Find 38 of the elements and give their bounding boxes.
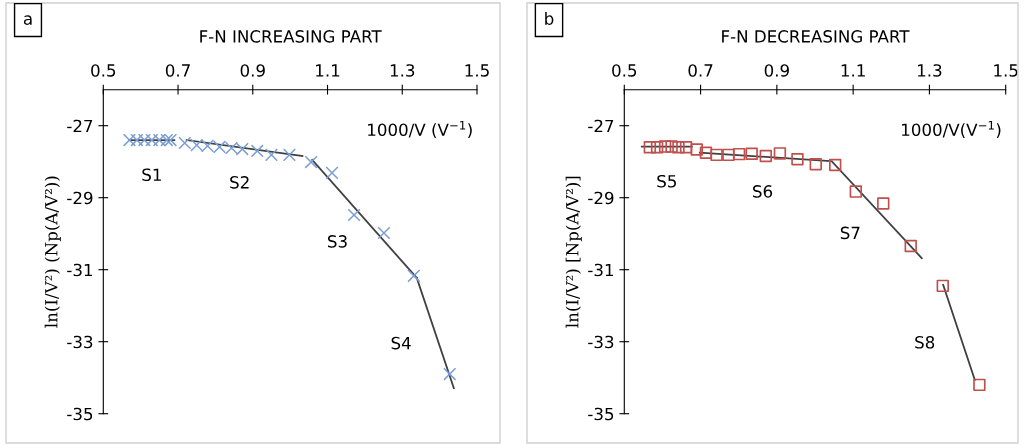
series-label: S6 (753, 185, 773, 198)
series-label: S4 (391, 336, 411, 350)
series-label: S8 (915, 335, 935, 349)
y-tick-label: -27 (588, 119, 614, 133)
y-tick-label: -29 (67, 191, 93, 205)
x-tick-label: 1.1 (841, 64, 865, 77)
y-axis-title: ln(I/V²) [Np(A/V²)] (565, 176, 582, 328)
x-tick-label: 0.9 (240, 64, 265, 77)
y-tick-label: -35 (67, 407, 93, 421)
series-label: S2 (230, 176, 249, 189)
series-label: S1 (142, 168, 161, 182)
y-tick-label: -27 (67, 119, 93, 133)
x-tick-label: 1.1 (316, 64, 340, 77)
x-tick-label: 1.5 (994, 64, 1018, 77)
series-label: S3 (328, 235, 347, 248)
x-tick-label: 0.5 (91, 64, 116, 77)
x-axis-title: 1000/V (V$^{−1}$) (368, 120, 472, 139)
chart-title: F-N INCREASING PART (200, 30, 382, 43)
y-axis-title: ln(I/V²) (Np(A/V²)) (44, 176, 61, 328)
text: a (23, 15, 32, 25)
x-tick-label: 1.5 (465, 64, 489, 77)
y-tick-label: -35 (588, 407, 614, 421)
y-tick-label: -33 (588, 335, 614, 349)
series-label: S5 (657, 174, 676, 188)
x-tick-label: 1.3 (390, 64, 415, 77)
x-tick-label: 0.7 (688, 64, 713, 77)
y-tick-label: -33 (67, 335, 93, 349)
x-axis-title: 1000/V(V$^{−1}$) (902, 120, 1001, 139)
text: b (545, 12, 554, 25)
y-tick-label: -31 (588, 263, 614, 277)
x-tick-label: 0.7 (165, 64, 190, 77)
x-tick-label: 1.3 (918, 64, 942, 77)
x-tick-label: 0.5 (612, 64, 637, 77)
y-tick-label: -31 (67, 263, 93, 277)
y-tick-label: -29 (588, 191, 614, 205)
x-tick-label: 0.9 (764, 64, 789, 77)
series-label: S7 (840, 226, 860, 240)
chart-title: F-N DECREASING PART (722, 30, 910, 43)
